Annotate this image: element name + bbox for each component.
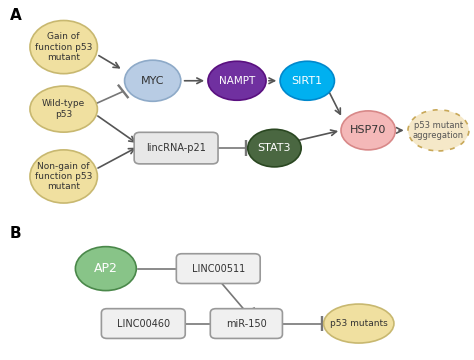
Ellipse shape xyxy=(30,86,97,132)
Ellipse shape xyxy=(30,21,97,74)
Ellipse shape xyxy=(248,129,301,167)
Text: LINC00511: LINC00511 xyxy=(191,264,245,274)
Text: p53 mutants: p53 mutants xyxy=(330,319,388,328)
Text: B: B xyxy=(10,226,21,241)
Text: SIRT1: SIRT1 xyxy=(292,76,323,86)
Text: NAMPT: NAMPT xyxy=(219,76,255,86)
Ellipse shape xyxy=(125,60,181,101)
Text: p53 mutant
aggregation: p53 mutant aggregation xyxy=(413,121,464,140)
Text: AP2: AP2 xyxy=(94,262,118,275)
Text: LINC00460: LINC00460 xyxy=(117,319,170,329)
Ellipse shape xyxy=(324,304,394,343)
Ellipse shape xyxy=(280,61,335,100)
Text: Gain of
function p53
mutant: Gain of function p53 mutant xyxy=(35,32,92,62)
FancyBboxPatch shape xyxy=(134,132,218,164)
Text: HSP70: HSP70 xyxy=(350,125,386,135)
FancyBboxPatch shape xyxy=(176,254,260,283)
Text: MYC: MYC xyxy=(141,76,164,86)
Text: miR-150: miR-150 xyxy=(226,319,267,329)
Text: lincRNA-p21: lincRNA-p21 xyxy=(146,143,206,153)
Ellipse shape xyxy=(75,247,137,291)
Text: Wild-type
p53: Wild-type p53 xyxy=(42,99,85,119)
Ellipse shape xyxy=(341,111,395,150)
Ellipse shape xyxy=(408,110,469,151)
Text: Non-gain of
function p53
mutant: Non-gain of function p53 mutant xyxy=(35,162,92,192)
Text: STAT3: STAT3 xyxy=(258,143,291,153)
Ellipse shape xyxy=(30,150,97,203)
Text: A: A xyxy=(10,8,21,23)
FancyBboxPatch shape xyxy=(101,309,185,338)
Ellipse shape xyxy=(208,61,266,100)
FancyBboxPatch shape xyxy=(210,309,283,338)
